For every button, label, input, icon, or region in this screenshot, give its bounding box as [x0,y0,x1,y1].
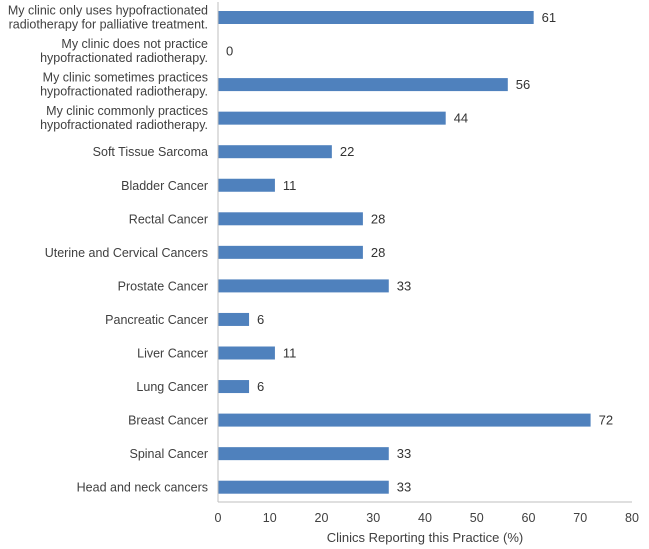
x-tick-label: 70 [573,511,587,525]
category-label: Head and neck cancers [77,481,208,495]
bar [218,413,591,427]
bar-value-label: 6 [257,312,264,327]
bar-value-label: 61 [542,10,556,25]
x-tick-labels-group: 0 10 20 30 40 50 60 70 80 [215,511,639,525]
category-label: Rectal Cancer [129,212,208,226]
category-label: Prostate Cancer [118,279,208,293]
bar-value-label: 28 [371,245,385,260]
axes-group [217,2,632,503]
x-tick-label: 0 [215,511,222,525]
bar-value-label: 28 [371,211,385,226]
category-label: Spinal Cancer [129,447,208,461]
bar [218,245,363,259]
category-label: Lung Cancer [136,380,208,394]
x-tick-label: 40 [418,511,432,525]
bar-value-label: 11 [283,178,297,193]
category-label: My clinic does not practice hypofractiona… [40,37,208,65]
bar-value-label: 33 [397,278,411,293]
bar [218,111,446,125]
category-label: My clinic sometimes practices hypofractio… [40,71,208,99]
bar-value-label: 6 [257,379,264,394]
x-tick-label: 80 [625,511,639,525]
category-label: Uterine and Cervical Cancers [45,246,208,260]
category-label: My clinic only uses hypofractionated radi… [8,4,208,32]
bar-value-label: 56 [516,77,530,92]
category-label: Soft Tissue Sarcoma [93,145,208,159]
bar [218,145,332,159]
bar-value-label: 22 [340,144,354,159]
bar-value-label: 44 [454,111,468,126]
x-tick-label: 60 [522,511,536,525]
category-label: My clinic commonly practices hypofraction… [40,104,208,132]
bar [218,11,534,24]
bar [218,212,363,226]
category-label: Pancreatic Cancer [105,313,208,327]
bar-value-label: 33 [397,480,411,495]
category-label: Liver Cancer [137,347,208,361]
category-label: Bladder Cancer [121,179,208,193]
bar-value-label: 72 [599,413,613,428]
x-axis-title: Clinics Reporting this Practice (%) [327,530,524,545]
bar [218,346,275,360]
bar-value-label: 0 [226,44,233,59]
category-labels-group: My clinic only uses hypofractionated radi… [8,4,208,495]
x-tick-label: 20 [315,511,329,525]
bar [218,279,389,293]
bar-value-label: 11 [283,346,297,361]
bar-value-label: 33 [397,446,411,461]
x-tick-label: 30 [366,511,380,525]
bar [218,480,389,494]
category-label: Breast Cancer [128,414,208,428]
bar [218,178,275,192]
x-tick-label: 50 [470,511,484,525]
value-labels-group: 61 0 56 44 22 11 28 28 33 6 11 6 72 33 33 [226,10,613,495]
bars-group [218,11,591,494]
x-tick-label: 10 [263,511,277,525]
bar [218,380,250,394]
bar [218,447,389,461]
bar [218,312,250,326]
bar [218,78,508,92]
